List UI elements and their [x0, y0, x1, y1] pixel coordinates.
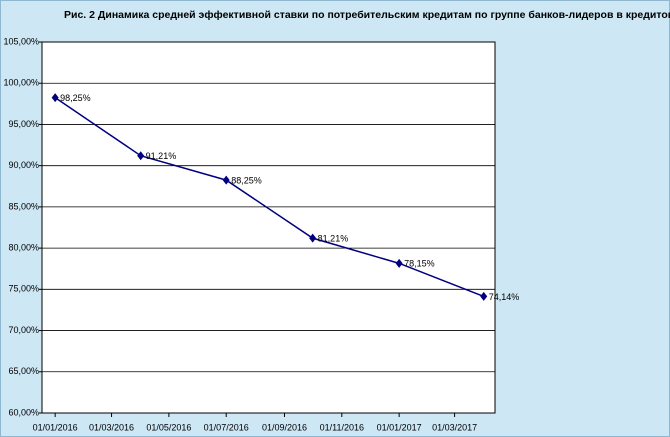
x-tick-label: 01/09/2016 — [262, 422, 307, 432]
data-label: 81,21% — [318, 234, 349, 244]
y-tick-label: 75,00% — [8, 284, 39, 294]
data-point — [309, 233, 317, 243]
data-label: 88,25% — [231, 175, 262, 185]
y-tick-label: 80,00% — [8, 242, 39, 252]
y-tick-label: 100,00% — [3, 78, 39, 88]
data-point — [137, 151, 145, 161]
y-tick-label: 90,00% — [8, 160, 39, 170]
data-label: 78,15% — [404, 259, 435, 269]
x-tick-label: 01/03/2016 — [89, 422, 134, 432]
data-line — [54, 97, 484, 298]
data-point — [51, 93, 59, 103]
plot-area — [41, 41, 496, 414]
data-point — [480, 291, 488, 301]
x-tick-label: 01/07/2016 — [204, 422, 249, 432]
data-point — [395, 258, 403, 268]
y-tick-label: 60,00% — [8, 407, 39, 417]
x-tick-label: 01/03/2017 — [432, 422, 477, 432]
y-tick-label: 70,00% — [8, 325, 39, 335]
y-tick-label: 105,00% — [3, 36, 39, 46]
data-label: 98,25% — [60, 93, 91, 103]
x-tick-label: 01/05/2016 — [146, 422, 191, 432]
data-label: 74,14% — [489, 292, 520, 302]
x-tick-label: 01/11/2016 — [320, 422, 364, 432]
y-tick-label: 65,00% — [8, 366, 39, 376]
x-tick-label: 01/01/2016 — [33, 422, 78, 432]
x-tick-label: 01/01/2017 — [377, 422, 422, 432]
y-tick-label: 85,00% — [8, 201, 39, 211]
data-label: 91,21% — [146, 151, 177, 161]
chart-title: Рис. 2 Динамика средней эффективной став… — [64, 9, 670, 21]
y-tick-label: 95,00% — [8, 119, 39, 129]
data-point — [222, 175, 230, 185]
